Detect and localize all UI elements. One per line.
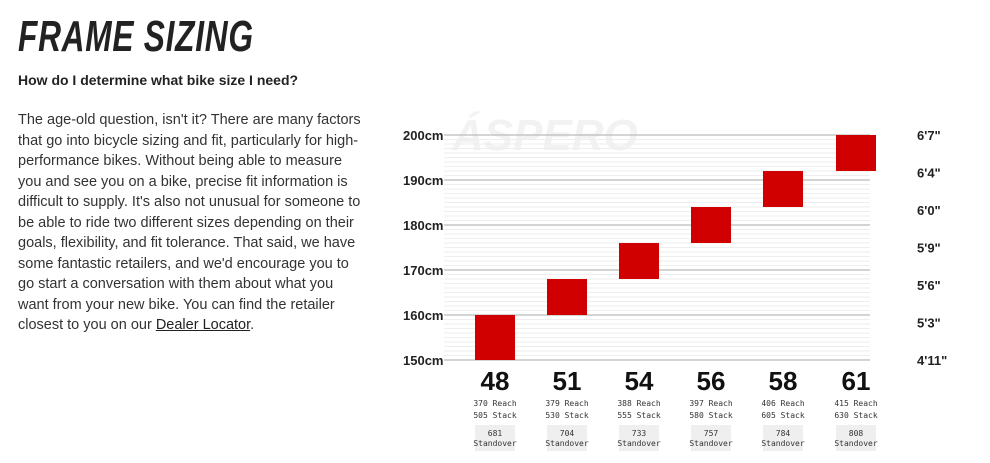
standover-label: Standover: [834, 439, 878, 448]
y-tick-left: 200cm: [403, 128, 443, 143]
standover-value: 808: [849, 429, 864, 438]
reach-label: 397 Reach: [689, 399, 733, 408]
paragraph-text: The age-old question, isn't it? There ar…: [18, 112, 361, 333]
y-tick-left: 180cm: [403, 218, 443, 233]
standover-label: Standover: [761, 439, 805, 448]
y-tick-right: 5'6": [917, 278, 941, 293]
reach-label: 388 Reach: [617, 399, 661, 408]
y-tick-right: 6'4": [917, 166, 941, 181]
y-tick-left: 150cm: [403, 353, 443, 368]
size-label: 51: [553, 366, 582, 396]
intro-paragraph: The age-old question, isn't it? There ar…: [18, 110, 363, 336]
y-tick-right: 5'3": [917, 316, 941, 331]
standover-value: 757: [704, 429, 719, 438]
stack-label: 580 Stack: [689, 411, 733, 420]
standover-box: [547, 425, 587, 451]
size-bar-58: [763, 171, 803, 207]
size-bar-48: [475, 315, 515, 360]
standover-value: 733: [632, 429, 647, 438]
size-label: 58: [769, 366, 798, 396]
size-label: 56: [697, 366, 726, 396]
standover-box: [619, 425, 659, 451]
y-tick-right: 5'9": [917, 241, 941, 256]
standover-box: [836, 425, 876, 451]
question-heading: How do I determine what bike size I need…: [18, 72, 299, 88]
reach-label: 406 Reach: [761, 399, 805, 408]
stack-label: 630 Stack: [834, 411, 878, 420]
size-bar-61: [836, 135, 876, 171]
standover-box: [475, 425, 515, 451]
stack-label: 505 Stack: [473, 411, 517, 420]
standover-box: [691, 425, 731, 451]
y-tick-left: 170cm: [403, 263, 443, 278]
size-bar-54: [619, 243, 659, 279]
standover-label: Standover: [473, 439, 517, 448]
y-tick-right: 4'11": [917, 353, 947, 368]
standover-value: 681: [488, 429, 503, 438]
stack-label: 605 Stack: [761, 411, 805, 420]
y-tick-left: 190cm: [403, 173, 443, 188]
size-bar-56: [691, 207, 731, 243]
stack-label: 530 Stack: [545, 411, 589, 420]
size-label: 54: [625, 366, 654, 396]
standover-label: Standover: [545, 439, 589, 448]
page-title: FRAME SIZING: [18, 12, 254, 61]
paragraph-end: .: [250, 317, 255, 333]
stack-label: 555 Stack: [617, 411, 661, 420]
dealer-locator-link[interactable]: Dealer Locator: [155, 317, 251, 333]
reach-label: 379 Reach: [545, 399, 589, 408]
standover-label: Standover: [689, 439, 733, 448]
size-label: 48: [481, 366, 510, 396]
y-tick-right: 6'0": [917, 203, 941, 218]
reach-label: 370 Reach: [473, 399, 517, 408]
standover-box: [763, 425, 803, 451]
standover-value: 784: [776, 429, 791, 438]
size-label: 61: [842, 366, 871, 396]
y-tick-right: 6'7": [917, 128, 941, 143]
size-bar-51: [547, 279, 587, 315]
reach-label: 415 Reach: [834, 399, 878, 408]
standover-label: Standover: [617, 439, 661, 448]
y-tick-left: 160cm: [403, 308, 443, 323]
standover-value: 704: [560, 429, 575, 438]
